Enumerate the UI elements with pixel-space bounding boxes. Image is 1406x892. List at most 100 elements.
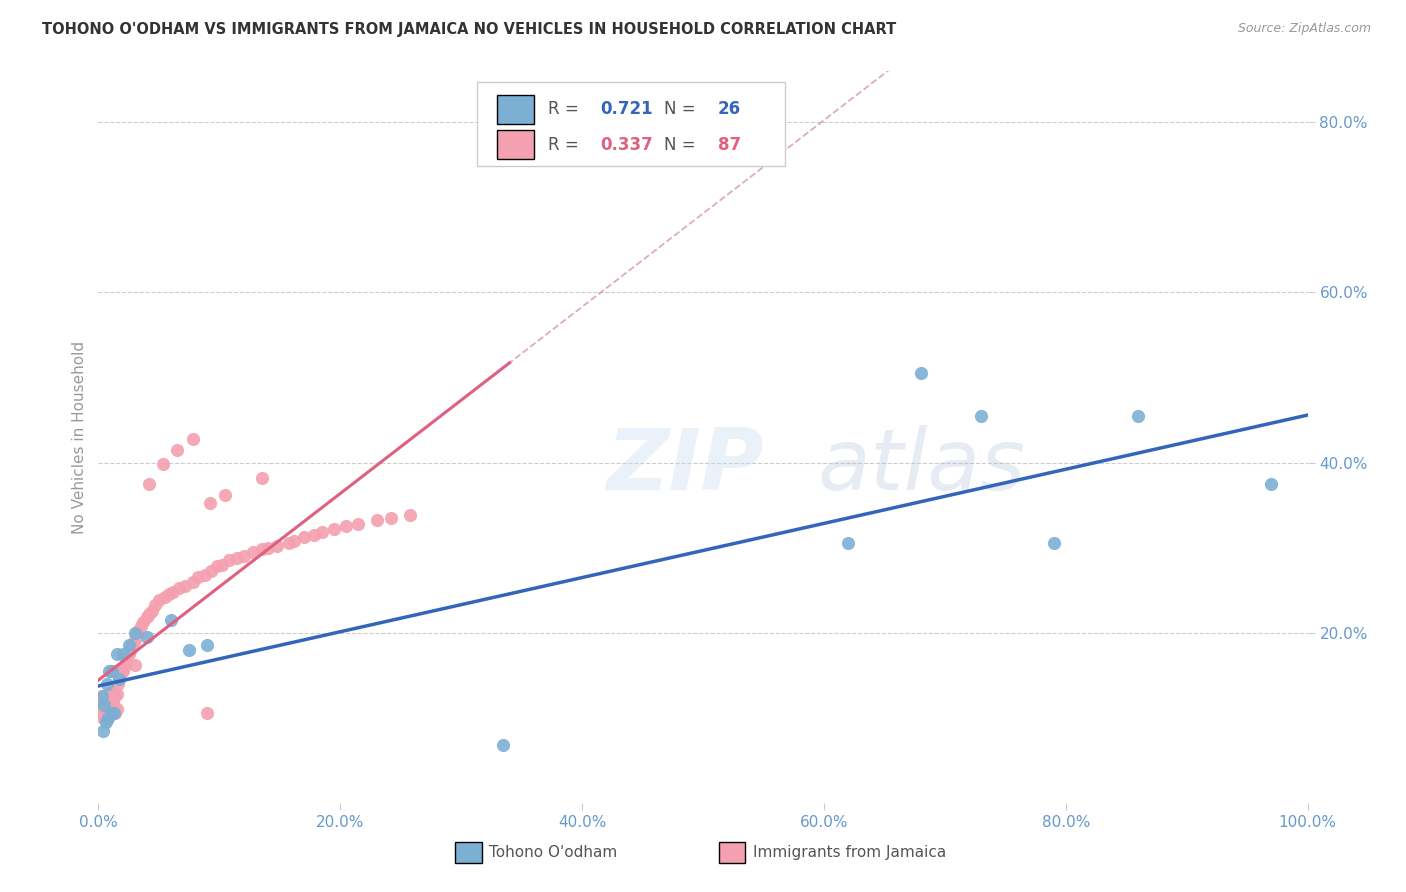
- Point: [98, 664, 121, 678]
- Point: [100, 694, 122, 708]
- Point: [93, 698, 115, 712]
- Point: [181, 432, 204, 446]
- Point: [100, 664, 122, 678]
- Point: [105, 687, 128, 701]
- Point: [94, 711, 117, 725]
- Point: [153, 590, 176, 604]
- Point: [200, 565, 222, 579]
- Point: [90, 706, 112, 721]
- Point: [292, 531, 315, 545]
- Point: [110, 664, 132, 678]
- Point: [195, 706, 218, 721]
- Point: [96, 690, 118, 704]
- Point: [135, 610, 157, 624]
- Point: [124, 632, 146, 647]
- Point: [91, 690, 114, 704]
- Point: [1260, 476, 1282, 491]
- Point: [103, 706, 125, 721]
- Point: [195, 639, 218, 653]
- Point: [157, 587, 180, 601]
- Text: 87: 87: [717, 136, 741, 153]
- Point: [174, 579, 197, 593]
- Y-axis label: No Vehicles in Household: No Vehicles in Household: [72, 341, 87, 533]
- Point: [98, 690, 121, 704]
- Point: [108, 673, 131, 687]
- Point: [198, 496, 221, 510]
- Point: [132, 615, 155, 630]
- Point: [162, 585, 184, 599]
- Point: [100, 685, 122, 699]
- Point: [121, 639, 143, 653]
- Point: [98, 706, 121, 721]
- Point: [218, 553, 240, 567]
- Text: 0.337: 0.337: [600, 136, 652, 153]
- Point: [127, 624, 149, 638]
- Point: [124, 658, 146, 673]
- Point: [169, 582, 191, 596]
- Point: [179, 642, 201, 657]
- Point: [100, 706, 122, 721]
- Point: [104, 690, 127, 704]
- Point: [135, 630, 157, 644]
- Point: [124, 625, 146, 640]
- Point: [138, 476, 160, 491]
- Point: [837, 536, 859, 550]
- Point: [103, 702, 125, 716]
- Point: [100, 704, 122, 718]
- Text: ZIP: ZIP: [606, 425, 763, 508]
- Point: [104, 706, 127, 721]
- Point: [138, 607, 160, 621]
- Point: [187, 570, 209, 584]
- Point: [118, 647, 141, 661]
- Point: [160, 613, 183, 627]
- FancyBboxPatch shape: [498, 95, 534, 124]
- Point: [91, 711, 114, 725]
- Point: [323, 522, 346, 536]
- Point: [105, 647, 128, 661]
- Point: [335, 519, 357, 533]
- Point: [143, 599, 166, 613]
- Point: [111, 647, 134, 661]
- Point: [226, 550, 249, 565]
- Point: [129, 619, 152, 633]
- Point: [112, 659, 135, 673]
- Point: [1128, 409, 1150, 423]
- Text: N =: N =: [664, 101, 702, 119]
- Point: [105, 702, 128, 716]
- Text: TOHONO O'ODHAM VS IMMIGRANTS FROM JAMAICA NO VEHICLES IN HOUSEHOLD CORRELATION C: TOHONO O'ODHAM VS IMMIGRANTS FROM JAMAIC…: [42, 22, 897, 37]
- Point: [108, 668, 131, 682]
- Point: [115, 656, 138, 670]
- Point: [91, 698, 114, 712]
- Point: [118, 644, 141, 658]
- Text: 0.721: 0.721: [600, 101, 652, 119]
- Text: R =: R =: [548, 101, 585, 119]
- Point: [114, 658, 136, 673]
- Point: [97, 694, 120, 708]
- Point: [194, 567, 217, 582]
- Point: [103, 685, 125, 699]
- Point: [111, 664, 134, 678]
- Point: [278, 536, 301, 550]
- Point: [366, 513, 388, 527]
- Point: [96, 677, 118, 691]
- Point: [242, 545, 264, 559]
- Point: [347, 516, 370, 531]
- Point: [108, 673, 131, 687]
- Point: [152, 458, 174, 472]
- Point: [205, 559, 228, 574]
- FancyBboxPatch shape: [498, 130, 534, 159]
- FancyBboxPatch shape: [718, 842, 745, 863]
- Point: [181, 574, 204, 589]
- Point: [214, 488, 236, 502]
- Point: [127, 627, 149, 641]
- Point: [91, 723, 114, 738]
- Point: [107, 677, 129, 691]
- FancyBboxPatch shape: [477, 82, 785, 167]
- Point: [302, 528, 325, 542]
- Point: [970, 409, 993, 423]
- Point: [266, 539, 288, 553]
- Point: [232, 549, 254, 563]
- Text: Source: ZipAtlas.com: Source: ZipAtlas.com: [1237, 22, 1371, 36]
- FancyBboxPatch shape: [456, 842, 482, 863]
- Point: [97, 711, 120, 725]
